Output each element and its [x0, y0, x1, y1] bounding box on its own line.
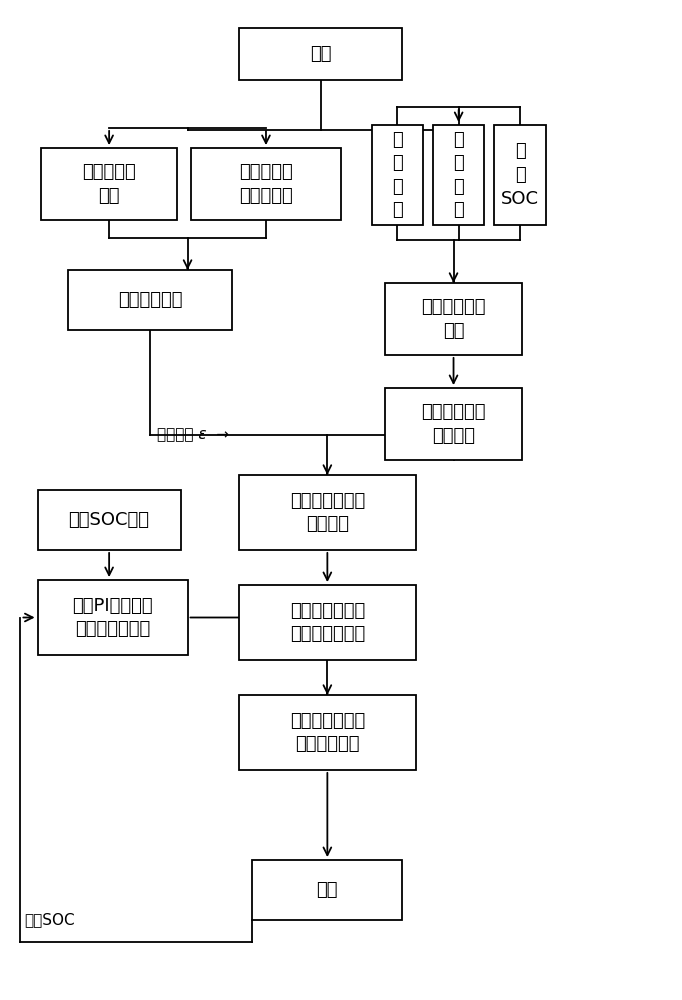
Text: 等效燃油消耗最
小策略实时优化: 等效燃油消耗最 小策略实时优化 — [290, 602, 365, 643]
FancyBboxPatch shape — [41, 148, 177, 220]
Text: 当前SOC: 当前SOC — [24, 912, 74, 927]
Text: 电
池
电
流: 电 池 电 流 — [392, 131, 402, 219]
FancyBboxPatch shape — [38, 490, 181, 550]
Text: 建立多目标最优
控制模型: 建立多目标最优 控制模型 — [290, 492, 365, 533]
FancyBboxPatch shape — [385, 283, 522, 355]
Text: 权重系数 ε  →: 权重系数 ε → — [157, 427, 229, 442]
FancyBboxPatch shape — [494, 125, 546, 225]
Text: 电
池
温
度: 电 池 温 度 — [454, 131, 464, 219]
FancyBboxPatch shape — [191, 148, 341, 220]
Text: 电
池
SOC: 电 池 SOC — [501, 142, 539, 208]
FancyBboxPatch shape — [372, 125, 423, 225]
Text: 参考SOC轨迹: 参考SOC轨迹 — [69, 511, 149, 529]
Text: 发动机燃油
消耗: 发动机燃油 消耗 — [83, 163, 136, 205]
FancyBboxPatch shape — [38, 580, 188, 655]
FancyBboxPatch shape — [68, 270, 232, 330]
FancyBboxPatch shape — [239, 695, 416, 770]
Text: 电池电能等
效燃油消耗: 电池电能等 效燃油消耗 — [239, 163, 293, 205]
Text: 整车: 整车 — [316, 881, 338, 899]
Text: 发动机和电机的
最优转矩分配: 发动机和电机的 最优转矩分配 — [290, 712, 365, 753]
FancyBboxPatch shape — [252, 860, 402, 920]
FancyBboxPatch shape — [239, 585, 416, 660]
FancyBboxPatch shape — [239, 475, 416, 550]
FancyBboxPatch shape — [385, 388, 522, 460]
Text: 电池寿命衰减
损失成本: 电池寿命衰减 损失成本 — [421, 403, 486, 445]
FancyBboxPatch shape — [239, 28, 402, 80]
Text: 电池容量损失
模型: 电池容量损失 模型 — [421, 298, 486, 340]
Text: 燃油消耗成本: 燃油消耗成本 — [118, 291, 182, 309]
Text: 开始: 开始 — [310, 45, 331, 63]
Text: 基于PI控制的等
效因子实时修正: 基于PI控制的等 效因子实时修正 — [72, 597, 153, 638]
FancyBboxPatch shape — [433, 125, 484, 225]
